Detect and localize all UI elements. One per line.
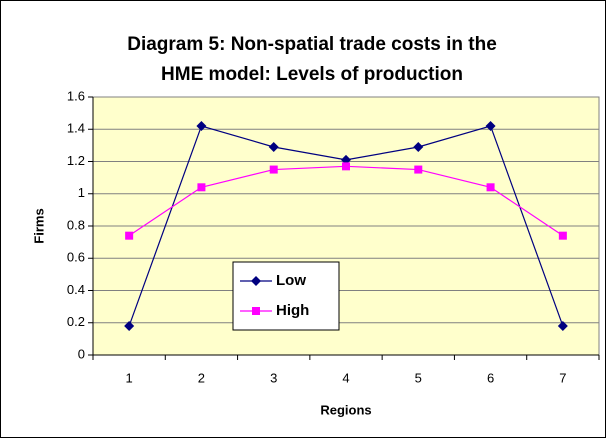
marker	[485, 121, 496, 132]
marker	[125, 231, 134, 240]
x-tick-label: 4	[342, 370, 349, 385]
x-tick-label: 3	[270, 370, 277, 385]
marker	[196, 121, 207, 132]
marker	[269, 165, 278, 174]
marker	[252, 307, 260, 315]
y-tick-label: 0.2	[67, 314, 85, 329]
legend-box	[232, 261, 340, 331]
y-tick-label: 0.6	[67, 250, 85, 265]
y-tick-label: 0	[78, 346, 85, 361]
y-tick-label: 0.8	[67, 217, 85, 232]
chart-title: Diagram 5: Non-spatial trade costs in th…	[127, 34, 497, 55]
marker	[197, 183, 206, 192]
y-tick-label: 1.6	[67, 88, 85, 103]
marker	[414, 165, 423, 174]
marker	[124, 320, 135, 331]
marker	[413, 141, 424, 152]
x-tick-label: 1	[126, 370, 133, 385]
legend: Low High	[232, 261, 340, 331]
x-tick-label: 7	[559, 370, 566, 385]
marker	[486, 183, 495, 192]
x-tick-label: 2	[198, 370, 205, 385]
marker	[558, 231, 567, 240]
y-tick-label: 0.4	[67, 282, 85, 297]
x-axis-title: Regions	[320, 402, 371, 417]
legend-label: High	[276, 302, 309, 319]
x-tick-label: 5	[415, 370, 422, 385]
marker	[251, 276, 261, 286]
chart-title: HME model: Levels of production	[161, 64, 463, 85]
y-tick-label: 1.2	[67, 153, 85, 168]
x-tick-label: 6	[487, 370, 494, 385]
y-axis-title: Firms	[31, 208, 46, 243]
y-tick-label: 1	[78, 185, 85, 200]
y-tick-label: 1.4	[67, 121, 85, 136]
marker	[342, 162, 350, 171]
legend-label: Low	[276, 272, 306, 289]
marker	[268, 141, 279, 152]
marker	[557, 320, 568, 331]
